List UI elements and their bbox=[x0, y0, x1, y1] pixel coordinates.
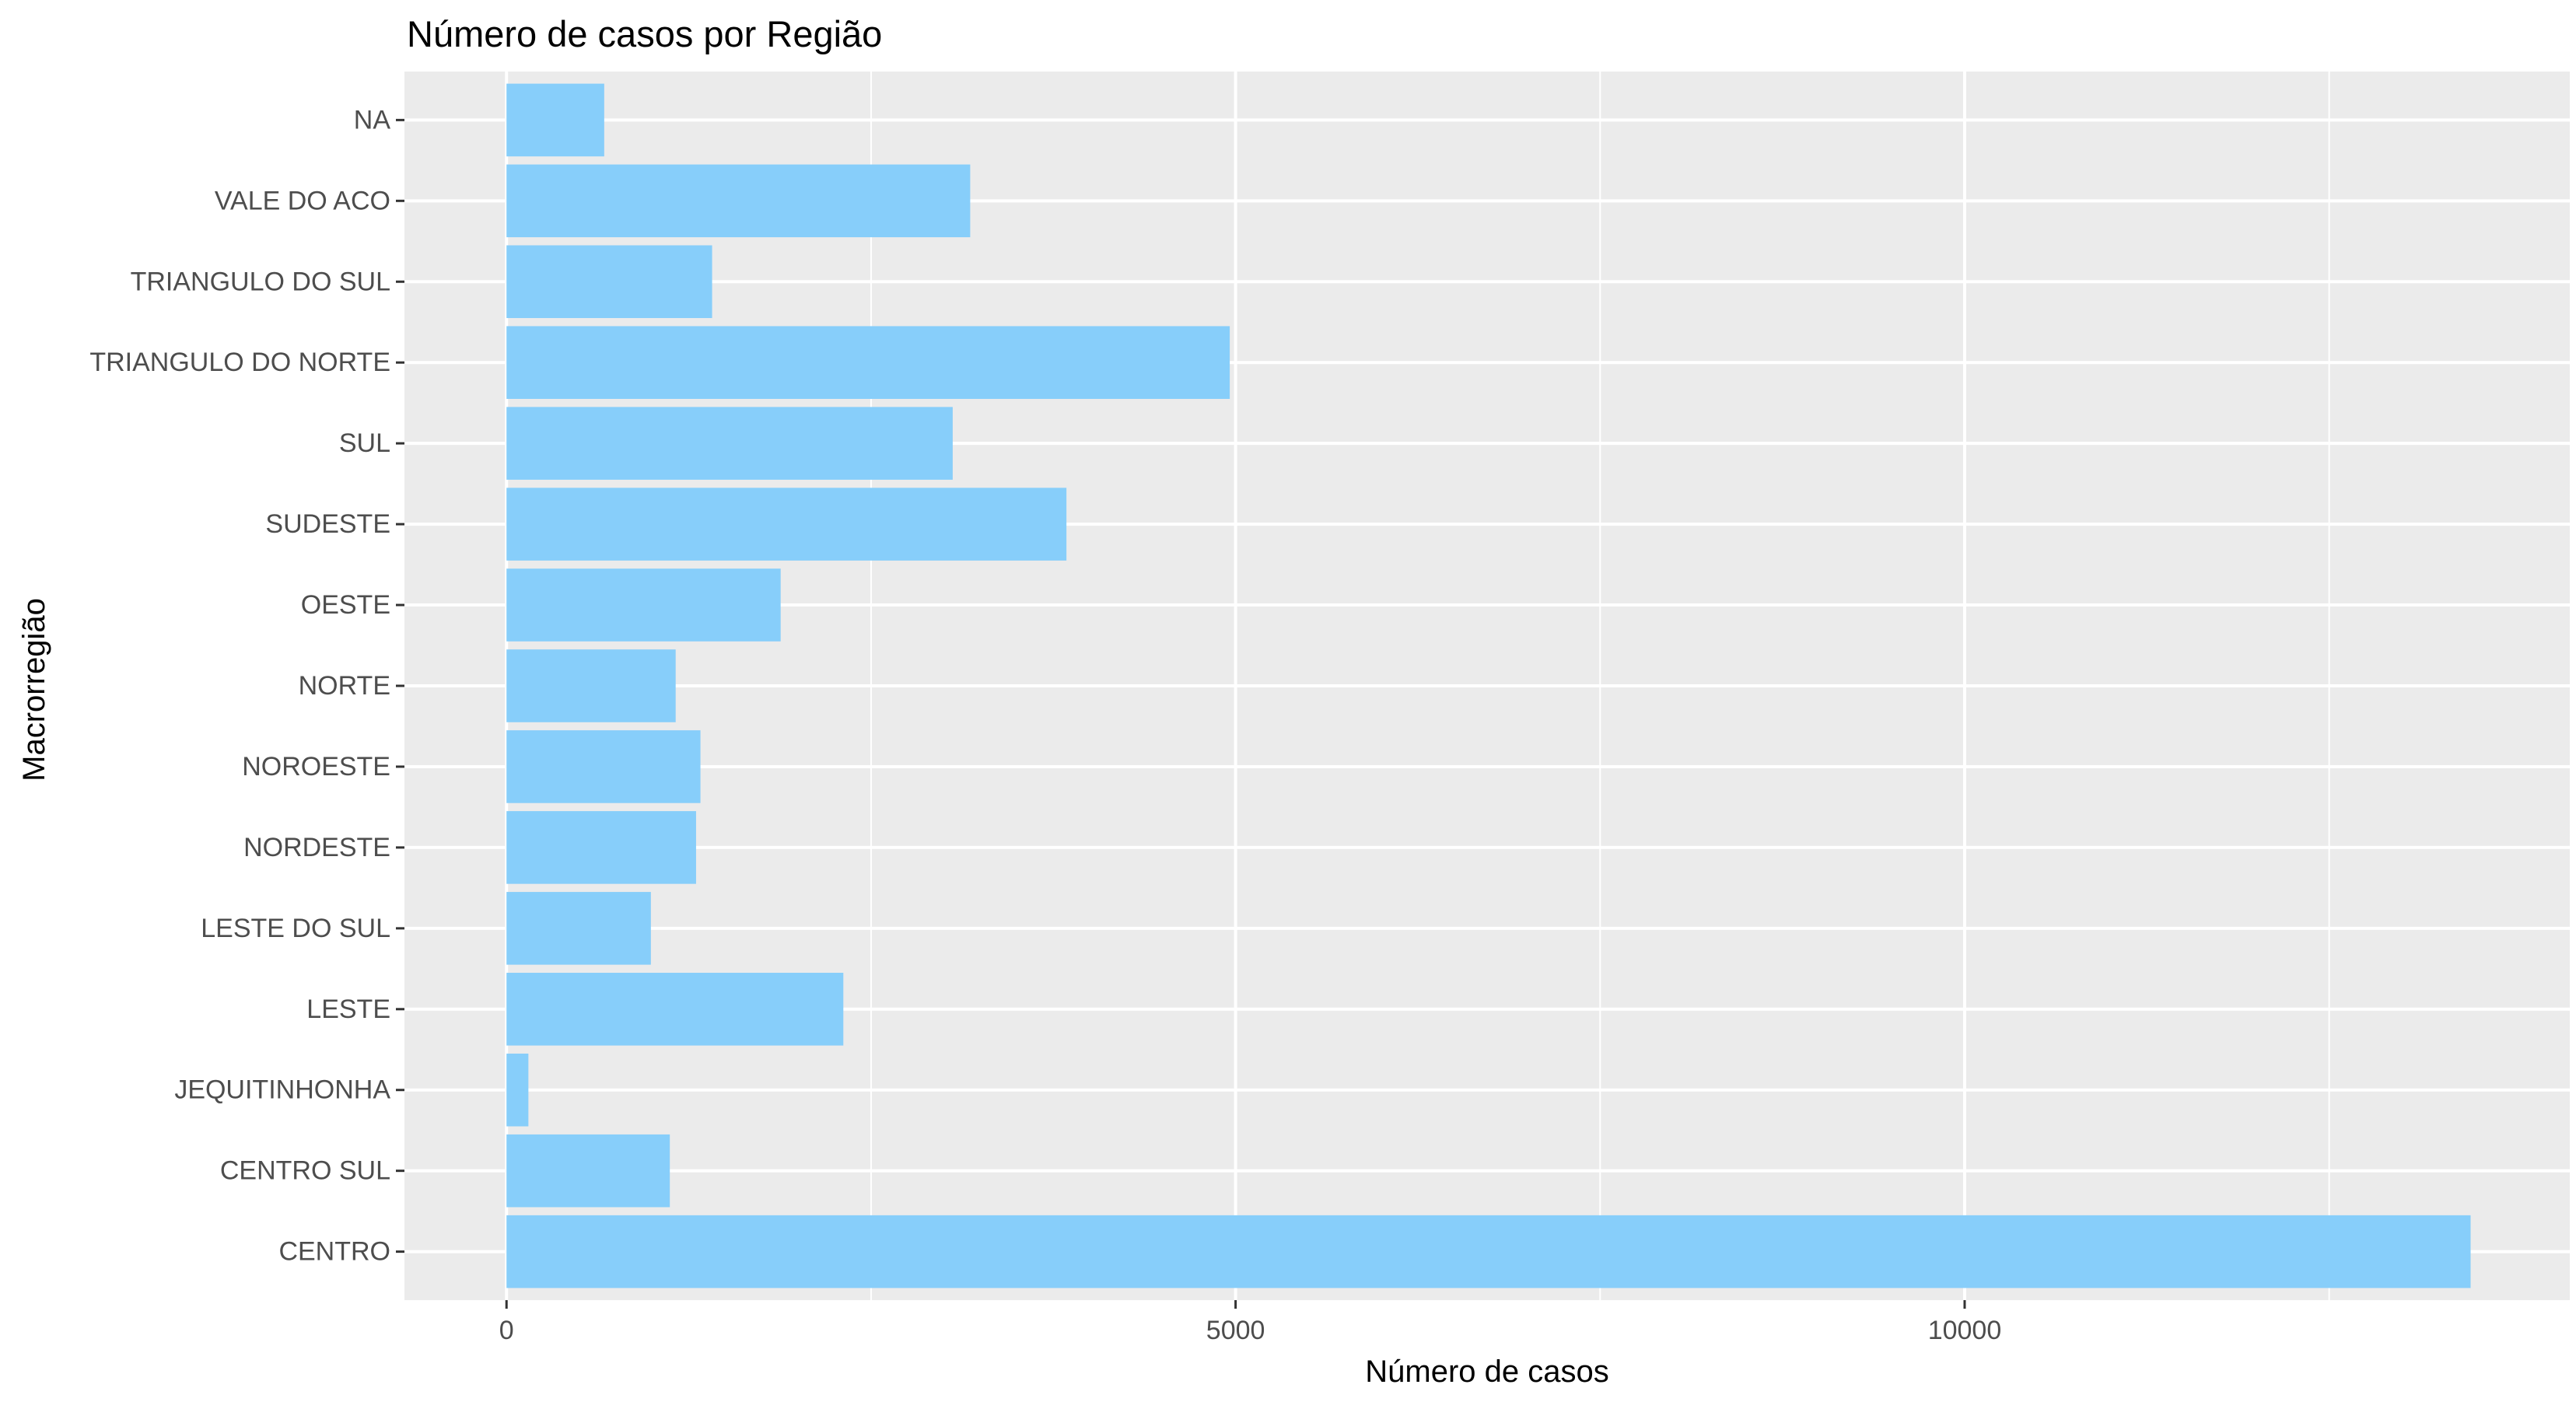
y-tick-label: SUL bbox=[339, 428, 390, 458]
major-gridlines bbox=[404, 72, 2570, 1300]
y-tick-label: NA bbox=[354, 105, 391, 135]
y-tick-label: OESTE bbox=[301, 590, 390, 620]
x-axis-ticks bbox=[505, 1300, 1966, 1309]
bar-triangulo-do-sul bbox=[506, 245, 712, 319]
y-tick-label: SUDESTE bbox=[265, 509, 390, 539]
y-tick-label: TRIANGULO DO SUL bbox=[131, 267, 390, 296]
x-tick-label: 5000 bbox=[1206, 1316, 1265, 1345]
bar-sudeste bbox=[506, 488, 1067, 561]
bars bbox=[506, 83, 2471, 1288]
bar-oeste bbox=[506, 568, 781, 642]
y-axis-tick-labels: CENTRO CENTRO SUL JEQUITINHONHA LESTE LESTE … bbox=[89, 105, 390, 1266]
y-tick-label: NOROESTE bbox=[242, 752, 390, 781]
x-tick-label: 0 bbox=[499, 1316, 514, 1345]
bar-leste bbox=[506, 973, 844, 1046]
y-tick-label: VALE DO ACO bbox=[215, 186, 390, 215]
x-tick-label: 10000 bbox=[1928, 1316, 2002, 1345]
bar-centro bbox=[506, 1215, 2471, 1288]
bar-centro-sul bbox=[506, 1134, 670, 1208]
bar-leste-do-sul bbox=[506, 892, 651, 965]
bar-triangulo-do-norte bbox=[506, 326, 1230, 399]
bar-na bbox=[506, 83, 604, 157]
bar-nordeste bbox=[506, 811, 696, 884]
y-axis-title: Macrorregião bbox=[17, 598, 51, 781]
y-tick-label: NORTE bbox=[299, 671, 390, 701]
x-axis-tick-labels: 0 5000 10000 bbox=[499, 1316, 2001, 1345]
x-axis-title: Número de casos bbox=[1365, 1355, 1608, 1389]
y-axis-ticks bbox=[396, 118, 404, 1253]
bar-vale-do-aco bbox=[506, 164, 971, 238]
bar-noroeste bbox=[506, 730, 701, 803]
bar-jequitinhonha bbox=[506, 1053, 529, 1127]
y-tick-label: JEQUITINHONHA bbox=[174, 1075, 390, 1105]
y-tick-label: CENTRO SUL bbox=[220, 1156, 390, 1186]
y-tick-label: LESTE DO SUL bbox=[201, 914, 390, 943]
y-tick-label: CENTRO bbox=[278, 1237, 390, 1267]
y-tick-label: LESTE bbox=[306, 995, 390, 1024]
bar-norte bbox=[506, 649, 676, 722]
y-tick-label: TRIANGULO DO NORTE bbox=[89, 348, 390, 377]
chart-title: Número de casos por Região bbox=[407, 13, 882, 54]
y-tick-label: NORDESTE bbox=[243, 833, 390, 862]
bar-sul bbox=[506, 407, 953, 480]
